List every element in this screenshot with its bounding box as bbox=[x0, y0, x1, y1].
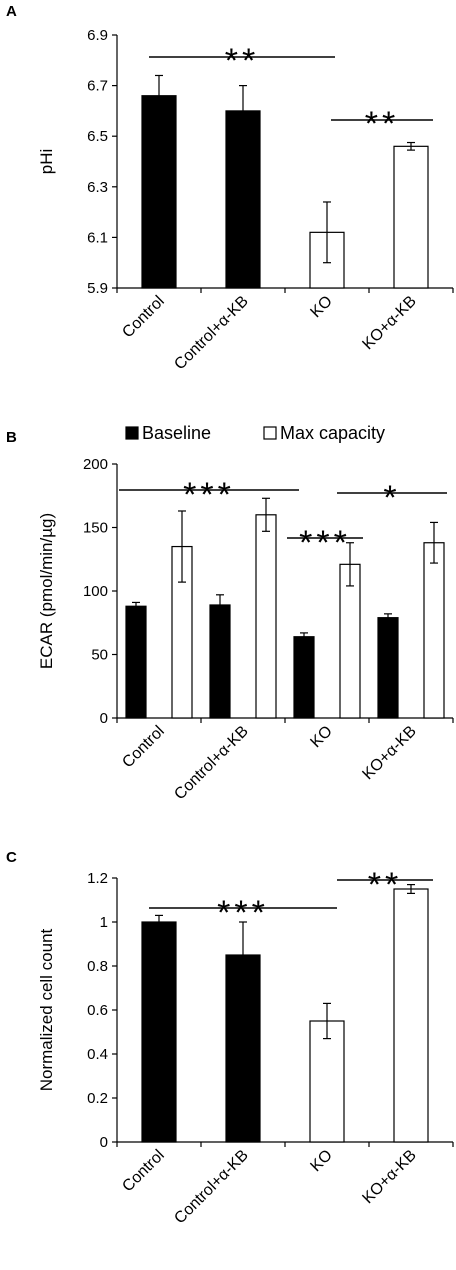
bar bbox=[393, 145, 429, 289]
y-tick-label: 0.2 bbox=[87, 1090, 108, 1107]
bar-max-capacity bbox=[339, 563, 361, 719]
bar-max-capacity bbox=[255, 514, 277, 719]
y-tick-label: 0.8 bbox=[87, 958, 108, 975]
y-tick-label: 200 bbox=[83, 456, 108, 473]
x-category-label: KO+α-KB bbox=[359, 723, 419, 783]
chart-panel-b: 0 50 100 150 200 ECAR (pmol/min/µg) Control Con… bbox=[37, 423, 454, 803]
y-tick-label: 0.4 bbox=[87, 1046, 108, 1063]
x-category-label: Control bbox=[119, 1147, 167, 1195]
x-category-label: Control+α-KB bbox=[171, 293, 251, 373]
x-category-label: KO+α-KB bbox=[359, 1147, 419, 1207]
significance-stars: *** bbox=[217, 894, 269, 932]
bar bbox=[393, 888, 429, 1143]
y-axis-label: Normalized cell count bbox=[37, 928, 56, 1091]
bar-baseline bbox=[377, 617, 399, 719]
x-category-label: KO+α-KB bbox=[359, 293, 419, 353]
y-tick-label: 50 bbox=[91, 647, 108, 664]
significance-stars: * bbox=[383, 479, 400, 517]
y-tick-label: 0 bbox=[100, 1134, 108, 1151]
panel-label-b: B bbox=[6, 429, 17, 446]
significance-stars: ** bbox=[368, 866, 402, 904]
chart-panel-a: 5.9 6.1 6.3 6.5 6.7 6.9 pHi Control Control+α-KB… bbox=[37, 27, 454, 373]
significance-stars: ** bbox=[365, 105, 399, 143]
x-category-label: Control+α-KB bbox=[171, 723, 251, 803]
y-tick-label: 0 bbox=[100, 710, 108, 727]
y-tick-label: 6.5 bbox=[87, 128, 108, 145]
y-tick-label: 150 bbox=[83, 520, 108, 537]
y-tick-label: 5.9 bbox=[87, 280, 108, 297]
legend-label-max-capacity: Max capacity bbox=[280, 423, 385, 443]
y-tick-label: 1 bbox=[100, 914, 108, 931]
panel-label-c: C bbox=[6, 849, 17, 866]
significance-stars: ** bbox=[225, 42, 259, 80]
y-tick-label: 6.1 bbox=[87, 229, 108, 246]
x-category-label: Control bbox=[119, 293, 167, 341]
significance-stars: *** bbox=[183, 476, 235, 514]
bar bbox=[225, 110, 261, 289]
y-tick-label: 6.3 bbox=[87, 179, 108, 196]
bar bbox=[141, 921, 177, 1143]
x-category-label: KO bbox=[307, 723, 335, 751]
y-tick-label: 1.2 bbox=[87, 870, 108, 887]
y-tick-label: 6.7 bbox=[87, 78, 108, 95]
y-axis-label: pHi bbox=[37, 149, 56, 175]
legend-swatch-baseline bbox=[125, 426, 139, 440]
bar-max-capacity bbox=[423, 542, 445, 719]
bar-baseline bbox=[125, 605, 147, 719]
significance-stars: *** bbox=[299, 524, 351, 562]
legend-swatch-max-capacity bbox=[263, 426, 277, 440]
legend-label-baseline: Baseline bbox=[142, 423, 211, 443]
y-tick-label: 0.6 bbox=[87, 1002, 108, 1019]
bar-baseline bbox=[293, 636, 315, 719]
bar-baseline bbox=[209, 604, 231, 719]
x-category-label: KO bbox=[307, 293, 335, 321]
x-category-label: KO bbox=[307, 1147, 335, 1175]
bar bbox=[141, 95, 177, 289]
panel-label-a: A bbox=[6, 3, 17, 20]
x-category-label: Control+α-KB bbox=[171, 1147, 251, 1227]
y-axis-label: ECAR (pmol/min/µg) bbox=[37, 513, 56, 669]
y-tick-label: 100 bbox=[83, 583, 108, 600]
x-category-label: Control bbox=[119, 723, 167, 771]
y-tick-label: 6.9 bbox=[87, 27, 108, 44]
chart-panel-c: 0 0.2 0.4 0.6 0.8 1 1.2 Normalized cell count Co… bbox=[37, 866, 454, 1227]
